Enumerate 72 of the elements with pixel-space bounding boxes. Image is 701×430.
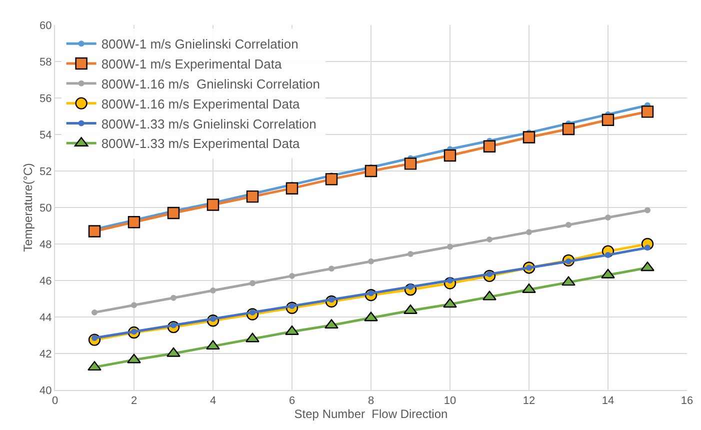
point (447, 244, 453, 250)
y-axis-title: Temperature(°C) (20, 163, 35, 252)
point (170, 294, 176, 301)
point (644, 244, 650, 251)
y-tick-label: 44 (40, 312, 52, 324)
x-tick-label: 12 (522, 395, 536, 408)
legend-label: 800W-1.16 m/s Experimental Data (101, 96, 301, 112)
point (127, 354, 141, 364)
point (289, 272, 295, 279)
point (443, 298, 457, 308)
point (166, 347, 180, 357)
legend-label: 800W-1.16 m/s Gnielinski Correlation (101, 76, 320, 92)
point (88, 361, 102, 371)
legend-label: 800W-1.33 m/s Experimental Data (101, 136, 301, 152)
point (131, 302, 137, 308)
point (210, 288, 216, 294)
y-tick-label: 60 (40, 20, 52, 32)
point (364, 164, 378, 178)
point (246, 332, 260, 342)
point (92, 309, 98, 316)
point (562, 276, 576, 286)
y-tick-label: 56 (40, 92, 52, 105)
point (601, 268, 615, 278)
point (286, 182, 298, 194)
point (526, 229, 532, 236)
point (566, 222, 572, 228)
legend-label: 800W-1 m/s Experimental Data (101, 56, 282, 72)
point (641, 106, 654, 118)
point (486, 236, 492, 242)
y-tick-label: 50 (40, 202, 52, 214)
x-tick-label: 0 (52, 395, 58, 408)
x-tick-label: 14 (602, 395, 614, 408)
point (364, 312, 378, 322)
x-tick-label: 4 (210, 395, 216, 408)
x-axis-title: Step Number Flow Direction (294, 407, 448, 422)
legend-label: 800W-1.33 m/s Gnielinski Correlation (101, 116, 316, 132)
y-tick-label: 46 (40, 275, 52, 288)
point (562, 122, 575, 136)
point (167, 206, 180, 220)
point (250, 280, 256, 286)
x-tick-label: 6 (288, 395, 296, 408)
point (605, 214, 611, 221)
point (246, 190, 259, 203)
point (640, 262, 654, 272)
y-tick-label: 48 (40, 238, 52, 251)
point (483, 140, 496, 152)
y-tick-label: 52 (40, 166, 52, 178)
y-tick-label: 42 (40, 348, 52, 360)
y-tick-label: 40 (40, 384, 52, 397)
point (206, 340, 220, 350)
point (482, 290, 496, 300)
point (605, 252, 611, 258)
point (324, 319, 338, 329)
legend-label: 800W-1 m/s Gnielinski Correlation (101, 36, 298, 52)
point (368, 258, 374, 264)
point (328, 266, 334, 272)
x-tick-label: 16 (680, 395, 694, 408)
x-tick-label: 2 (130, 395, 138, 408)
point (128, 216, 140, 228)
x-tick-label: 10 (444, 395, 456, 408)
point (408, 251, 414, 258)
point (522, 131, 536, 144)
point (325, 173, 338, 186)
point (88, 225, 101, 238)
point (206, 198, 220, 211)
point (444, 149, 456, 162)
y-tick-label: 58 (40, 56, 52, 68)
point (404, 158, 417, 170)
x-tick-label: 8 (368, 395, 374, 408)
point (644, 207, 650, 214)
y-tick-label: 54 (40, 129, 52, 142)
point (602, 114, 614, 126)
